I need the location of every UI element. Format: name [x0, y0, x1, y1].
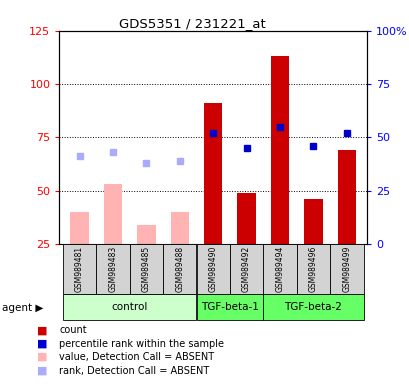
FancyBboxPatch shape — [263, 244, 296, 293]
Text: value, Detection Call = ABSENT: value, Detection Call = ABSENT — [59, 352, 214, 362]
FancyBboxPatch shape — [229, 244, 263, 293]
FancyBboxPatch shape — [329, 244, 363, 293]
FancyBboxPatch shape — [96, 244, 129, 293]
FancyBboxPatch shape — [196, 244, 229, 293]
Text: GSM989490: GSM989490 — [208, 246, 217, 292]
Bar — [204, 103, 222, 244]
Bar — [270, 56, 288, 244]
FancyBboxPatch shape — [296, 244, 329, 293]
Text: GSM989494: GSM989494 — [275, 246, 284, 292]
Text: TGF-beta-1: TGF-beta-1 — [200, 302, 258, 312]
FancyBboxPatch shape — [196, 294, 263, 320]
Text: GSM989499: GSM989499 — [342, 246, 351, 292]
Text: GSM989496: GSM989496 — [308, 246, 317, 292]
FancyBboxPatch shape — [163, 244, 196, 293]
Bar — [70, 212, 88, 244]
Text: GSM989488: GSM989488 — [175, 246, 184, 292]
FancyBboxPatch shape — [63, 294, 196, 320]
Text: GSM989481: GSM989481 — [75, 246, 84, 292]
Text: GSM989483: GSM989483 — [108, 246, 117, 292]
Text: ■: ■ — [37, 352, 47, 362]
Text: ■: ■ — [37, 339, 47, 349]
FancyBboxPatch shape — [63, 244, 96, 293]
Bar — [103, 184, 122, 244]
Text: control: control — [111, 302, 148, 312]
Text: ■: ■ — [37, 366, 47, 376]
Bar — [303, 199, 322, 244]
Text: rank, Detection Call = ABSENT: rank, Detection Call = ABSENT — [59, 366, 209, 376]
Bar — [137, 225, 155, 244]
Text: GSM989492: GSM989492 — [242, 246, 250, 292]
Bar — [237, 193, 255, 244]
Text: TGF-beta-2: TGF-beta-2 — [284, 302, 342, 312]
Bar — [170, 212, 189, 244]
Bar — [337, 150, 355, 244]
Text: GSM989485: GSM989485 — [142, 246, 151, 292]
Text: percentile rank within the sample: percentile rank within the sample — [59, 339, 224, 349]
Text: agent ▶: agent ▶ — [2, 303, 43, 313]
FancyBboxPatch shape — [129, 244, 163, 293]
Text: count: count — [59, 325, 87, 335]
Text: ■: ■ — [37, 325, 47, 335]
Text: GDS5351 / 231221_at: GDS5351 / 231221_at — [119, 17, 265, 30]
FancyBboxPatch shape — [263, 294, 363, 320]
